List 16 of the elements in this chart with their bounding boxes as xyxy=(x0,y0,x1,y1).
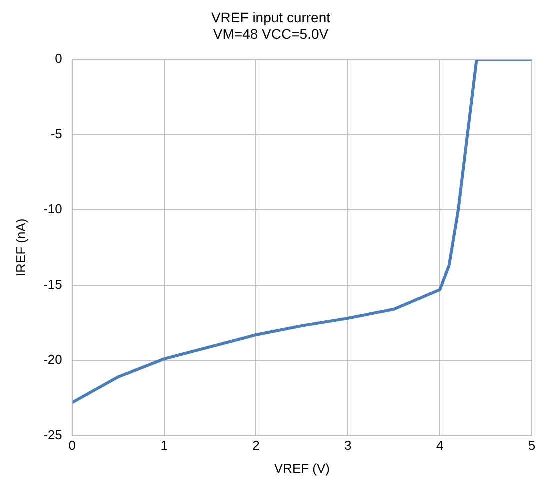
y-tick-label: -15 xyxy=(44,276,62,292)
x-tick-label: 3 xyxy=(344,438,352,454)
x-tick-label: 1 xyxy=(160,438,168,454)
y-axis-title: IREF (nA) xyxy=(13,218,28,277)
y-tick-label: -10 xyxy=(44,202,62,217)
x-tick-label: 0 xyxy=(68,438,76,454)
y-tick-label: -20 xyxy=(44,352,62,368)
y-tick-label: -5 xyxy=(50,126,62,142)
x-tick-label: 4 xyxy=(436,438,444,454)
text: VM=48 VCC=5.0V xyxy=(213,26,329,42)
y-tick-label: 0 xyxy=(55,51,62,66)
x-axis-title: VREF (V) xyxy=(274,460,330,476)
x-tick-label: 2 xyxy=(252,438,260,454)
y-tick-label: -25 xyxy=(44,427,62,442)
text: VREF input current xyxy=(211,9,331,26)
x-tick-label: 5 xyxy=(528,438,536,454)
